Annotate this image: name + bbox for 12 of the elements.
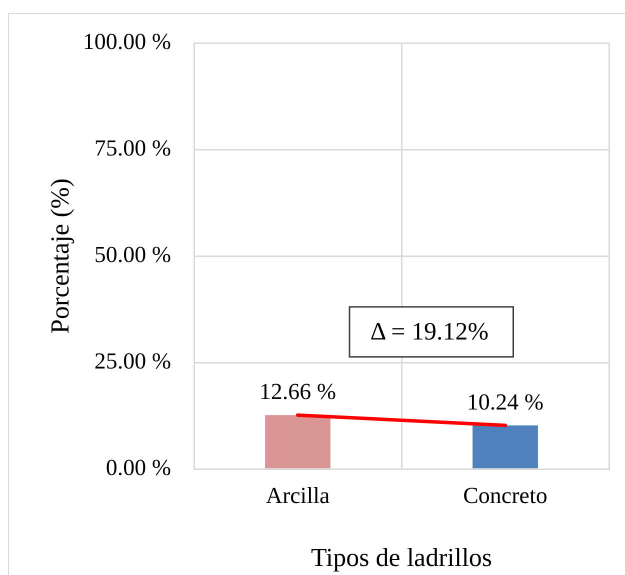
y-axis-title: Porcentaje (%) [45, 178, 74, 334]
y-tick-label: 25.00 % [94, 348, 171, 374]
x-axis-title: Tipos de ladrillos [310, 543, 492, 572]
data-label: 10.24 % [466, 389, 544, 414]
y-tick-label: 50.00 % [94, 242, 171, 268]
annotation: Δ = 19.12% [370, 318, 489, 346]
y-tick-label: 100.00 % [82, 29, 171, 54]
x-tick-label: Concreto [463, 482, 548, 508]
x-tick-label: Arcilla [266, 482, 330, 508]
y-tick-label: 75.00 % [94, 136, 171, 161]
data-label: 12.66 % [259, 379, 336, 404]
y-tick-label: 0.00 % [106, 455, 171, 480]
